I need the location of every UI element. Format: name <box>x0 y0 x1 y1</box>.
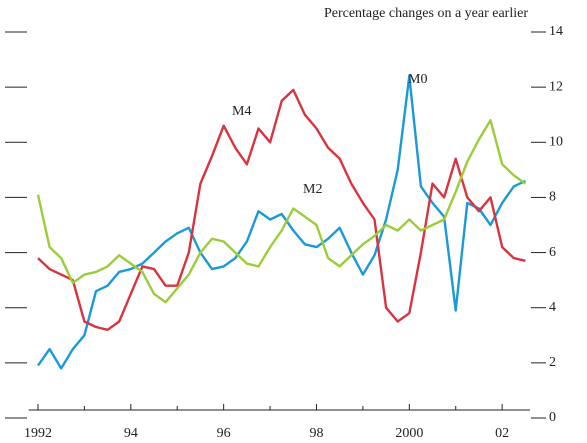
series-label: M2 <box>303 182 322 197</box>
chart-subtitle: Percentage changes on a year earlier <box>324 6 528 21</box>
series-label: M4 <box>232 104 251 119</box>
y-tick-label: 14 <box>549 24 563 39</box>
y-tick-label: 6 <box>549 245 556 260</box>
y-tick-label: 12 <box>549 79 563 94</box>
x-tick-label: 2000 <box>395 426 423 441</box>
y-tick-label: 8 <box>549 190 556 205</box>
series-line <box>37 88 526 331</box>
x-tick-label: 02 <box>495 426 509 441</box>
y-tick-label: 2 <box>549 355 556 370</box>
series-line <box>36 119 527 304</box>
y-tick-label: 0 <box>549 410 556 425</box>
series-line <box>37 74 526 370</box>
y-tick-label: 10 <box>549 135 563 150</box>
x-tick-label: 98 <box>309 426 323 441</box>
series-label: M0 <box>408 72 427 87</box>
x-tick-label: 96 <box>217 426 231 441</box>
y-tick-label: 4 <box>549 300 556 315</box>
x-tick-label: 1992 <box>24 426 52 441</box>
x-tick-label: 94 <box>124 426 138 441</box>
